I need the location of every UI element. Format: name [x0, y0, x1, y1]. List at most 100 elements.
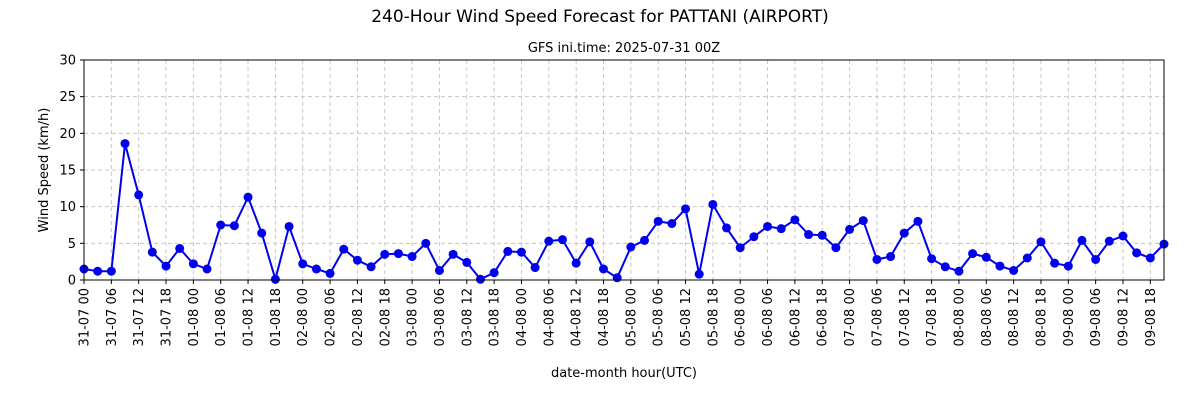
x-tick-label: 08-08 00 — [952, 288, 967, 346]
data-point — [858, 216, 868, 226]
x-tick-label: 02-08 18 — [378, 288, 393, 346]
x-tick-label: 07-08 12 — [898, 288, 913, 346]
data-point — [1063, 261, 1073, 271]
x-tick-label: 31-07 12 — [132, 288, 147, 346]
y-tick-label: 0 — [68, 274, 76, 289]
data-point — [421, 238, 431, 248]
x-tick-label: 05-08 06 — [652, 288, 667, 346]
data-point — [940, 262, 950, 272]
data-point — [817, 230, 827, 240]
data-point — [462, 257, 472, 267]
data-point — [790, 215, 800, 225]
data-point — [352, 255, 362, 265]
data-point — [927, 254, 937, 264]
x-tick-label: 05-08 12 — [679, 288, 694, 346]
data-point — [380, 249, 390, 259]
data-point — [188, 259, 198, 269]
data-point — [475, 274, 485, 284]
x-tick-label: 08-08 12 — [1007, 288, 1022, 346]
data-point — [653, 216, 663, 226]
data-point — [243, 192, 253, 202]
data-point — [448, 249, 458, 259]
y-tick-label: 25 — [59, 90, 76, 105]
x-tick-label: 02-08 12 — [351, 288, 366, 346]
data-point — [106, 266, 116, 276]
data-point — [516, 247, 526, 257]
y-tick-label: 10 — [59, 200, 76, 215]
x-tick-label: 31-07 18 — [160, 288, 175, 346]
x-tick-label: 05-08 00 — [624, 288, 639, 346]
data-point — [845, 224, 855, 234]
data-point — [530, 263, 540, 273]
data-point — [284, 221, 294, 231]
data-point — [681, 204, 691, 214]
data-point — [585, 237, 595, 247]
data-point — [93, 266, 103, 276]
y-tick-label: 5 — [68, 237, 76, 252]
y-tick-label: 20 — [59, 127, 76, 142]
x-tick-label: 02-08 06 — [324, 288, 339, 346]
x-tick-label: 04-08 00 — [515, 288, 530, 346]
data-point — [1091, 254, 1101, 264]
data-point — [1104, 236, 1114, 246]
x-tick-label: 06-08 12 — [788, 288, 803, 346]
x-tick-label: 03-08 06 — [433, 288, 448, 346]
data-point — [434, 265, 444, 275]
x-tick-label: 08-08 06 — [980, 288, 995, 346]
x-tick-label: 01-08 12 — [242, 288, 257, 346]
data-point — [134, 190, 144, 200]
data-point — [1036, 237, 1046, 247]
data-point — [1050, 258, 1060, 268]
x-tick-label: 01-08 00 — [187, 288, 202, 346]
data-point — [872, 254, 882, 264]
data-point — [694, 269, 704, 279]
data-point — [1145, 253, 1155, 263]
series-line — [83, 142, 1165, 281]
chart-title: 240-Hour Wind Speed Forecast for PATTANI… — [371, 7, 829, 27]
data-point — [831, 243, 841, 253]
x-tick-label: 03-08 00 — [406, 288, 421, 346]
data-point — [626, 242, 636, 252]
x-tick-label: 03-08 18 — [488, 288, 503, 346]
x-tick-label: 06-08 06 — [761, 288, 776, 346]
data-point — [229, 221, 239, 231]
data-point — [557, 235, 567, 245]
x-axis: 31-07 00 31-07 06 31-07 12 31-07 18 01-08 00… — [78, 280, 1159, 346]
data-point — [202, 264, 212, 274]
data-point — [804, 230, 814, 240]
x-tick-label: 04-08 12 — [570, 288, 585, 346]
x-tick-label: 07-08 00 — [843, 288, 858, 346]
data-point — [270, 274, 280, 284]
y-tick-label: 30 — [59, 54, 76, 69]
data-point — [749, 232, 759, 242]
x-tick-label: 09-08 12 — [1116, 288, 1131, 346]
x-tick-label: 05-08 18 — [706, 288, 721, 346]
plot-frame — [83, 59, 1165, 281]
data-point — [667, 219, 677, 229]
data-point — [503, 246, 513, 256]
data-point — [311, 264, 321, 274]
data-point — [489, 268, 499, 278]
x-tick-label: 31-07 06 — [105, 288, 120, 346]
data-point — [216, 220, 226, 230]
data-point — [735, 243, 745, 253]
data-point — [1022, 253, 1032, 263]
data-point — [120, 139, 130, 149]
data-point — [954, 266, 964, 276]
data-point — [175, 243, 185, 253]
data-point — [1132, 248, 1142, 258]
y-tick-label: 15 — [59, 164, 76, 179]
x-tick-label: 09-08 18 — [1144, 288, 1159, 346]
x-tick-label: 06-08 00 — [734, 288, 749, 346]
data-point — [393, 249, 403, 259]
x-tick-label: 03-08 12 — [460, 288, 475, 346]
data-point — [298, 259, 308, 269]
x-tick-label: 01-08 18 — [269, 288, 284, 346]
data-point — [763, 221, 773, 231]
x-tick-label: 02-08 00 — [296, 288, 311, 346]
data-point — [886, 252, 896, 262]
data-point — [612, 273, 622, 283]
x-tick-label: 09-08 06 — [1089, 288, 1104, 346]
data-point — [407, 252, 417, 262]
